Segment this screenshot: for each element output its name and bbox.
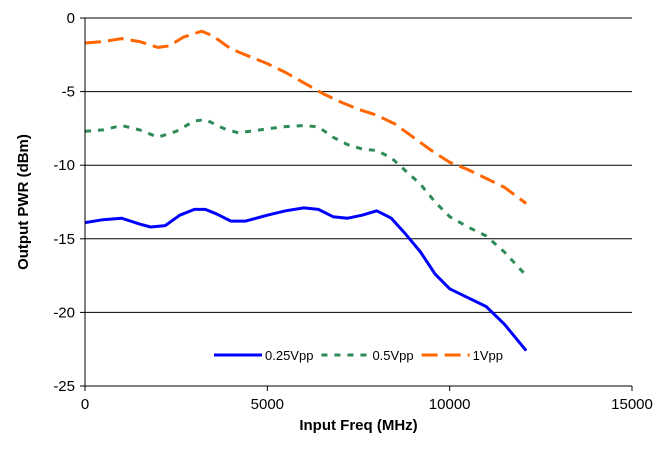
legend-label-0: 0.25Vpp	[265, 348, 313, 363]
y-tick-label: 0	[67, 10, 75, 27]
y-tick-label: -20	[53, 304, 75, 321]
legend: 0.25Vpp 0.5Vpp 1Vpp	[214, 348, 503, 363]
series-line-2	[84, 29, 528, 205]
x-axis-title: Input Freq (MHz)	[299, 417, 417, 434]
series-line-0	[84, 206, 528, 352]
legend-label-2: 1Vpp	[473, 348, 503, 363]
y-tick-label: -15	[53, 231, 75, 248]
y-tick-label: -10	[53, 157, 75, 174]
gridlines	[85, 17, 632, 313]
y-axis-title: Output PWR (dBm)	[15, 134, 32, 270]
legend-label-1: 0.5Vpp	[372, 348, 413, 363]
y-axis-ticks: 0 -5 -10 -15 -20 -25	[53, 10, 85, 395]
series-lines	[84, 29, 528, 352]
y-tick-label: -5	[62, 84, 75, 101]
x-tick-label: 10000	[429, 396, 471, 413]
series-line-1	[84, 118, 528, 277]
x-tick-label: 15000	[611, 396, 653, 413]
x-tick-label: 0	[81, 396, 89, 413]
x-tick-label: 5000	[251, 396, 284, 413]
x-axis-ticks: 0 5000 10000 15000	[81, 386, 653, 413]
y-tick-label: -25	[53, 378, 75, 395]
